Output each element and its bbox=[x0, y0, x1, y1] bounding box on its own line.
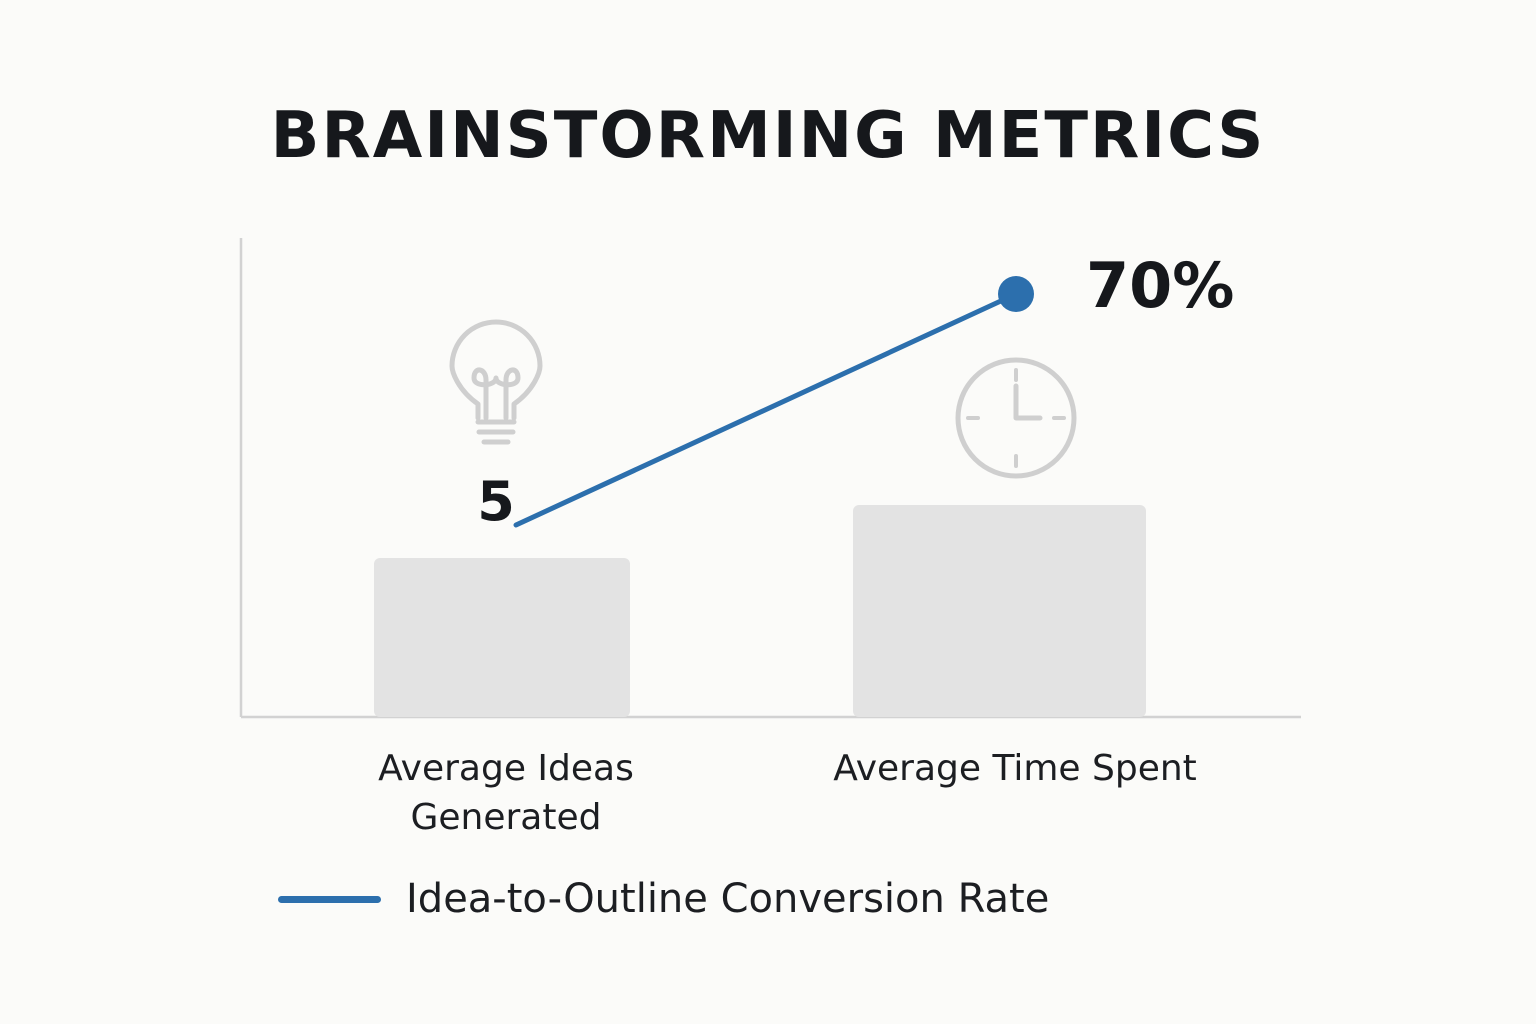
data-label-5: 5 bbox=[477, 470, 515, 533]
chart-title: BRAINSTORMING METRICS bbox=[270, 99, 1266, 173]
legend-label: Idea-to-Outline Conversion Rate bbox=[406, 876, 1050, 922]
legend: Idea-to-Outline Conversion Rate bbox=[278, 872, 1049, 926]
category-label-average-ideas-generated: Average Ideas Generated bbox=[378, 748, 634, 838]
bar-average-time-spent bbox=[853, 505, 1146, 717]
data-label-70-percent: 70% bbox=[1086, 249, 1234, 322]
category-label-average-time-spent: Average Time Spent bbox=[833, 748, 1197, 789]
bar-average-ideas-generated bbox=[374, 558, 630, 717]
series-line-conversion-rate bbox=[513, 291, 1019, 528]
clock-icon bbox=[955, 357, 1077, 479]
legend-swatch-line bbox=[278, 895, 381, 903]
data-point-70-percent bbox=[998, 276, 1034, 312]
lightbulb-icon bbox=[449, 319, 543, 445]
